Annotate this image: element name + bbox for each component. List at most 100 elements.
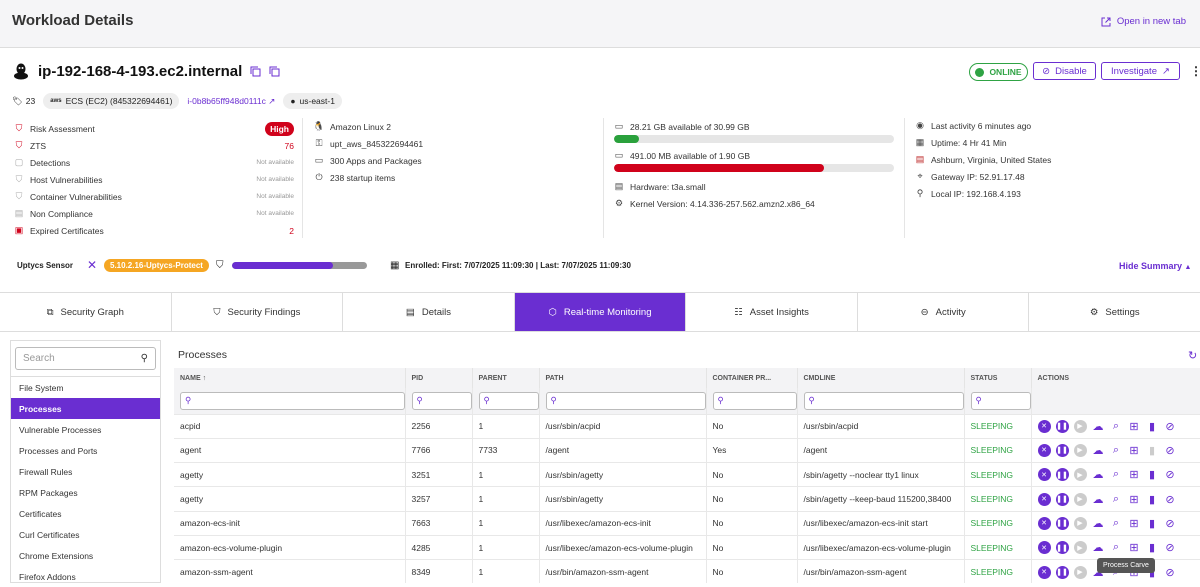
block-icon[interactable]: ⊘ (1165, 469, 1175, 482)
inspect-icon[interactable]: ⌕ (1112, 468, 1120, 481)
kill-process-icon[interactable]: ✕ (1037, 565, 1051, 579)
sidebar-item-curl-certificates[interactable]: Curl Certificates (19, 529, 80, 540)
inspect-icon[interactable]: ⌕ (1112, 492, 1120, 505)
open-new-tab-link[interactable]: Open in new tab (1101, 16, 1186, 27)
column-header-cmdline[interactable]: CMDLINE (797, 368, 965, 388)
investigate-button[interactable]: Investigate ↗ (1101, 62, 1180, 80)
process-carve-icon[interactable]: ☁ (1092, 469, 1104, 482)
kill-process-icon[interactable]: ✕ (1037, 541, 1051, 555)
delete-icon[interactable]: ▮ (1148, 493, 1156, 506)
inspect-icon[interactable]: ⌕ (1112, 443, 1120, 456)
inspect-icon[interactable]: ⌕ (1112, 419, 1120, 432)
pause-process-icon[interactable]: ❚❚ (1055, 443, 1069, 457)
process-tree-icon[interactable]: ⊞ (1129, 469, 1139, 482)
sidebar-item-rpm-packages[interactable]: RPM Packages (19, 487, 78, 498)
column-header-path[interactable]: PATH (539, 368, 707, 388)
process-tree-icon[interactable]: ⊞ (1129, 493, 1139, 506)
table-row[interactable]: agent 7766 7733/agent Yes/agent SLEEPING ✕ ❚❚ ▶… (174, 437, 1200, 463)
column-header-parent[interactable]: PARENT (472, 368, 540, 388)
more-options-icon[interactable]: ⋮ (1190, 64, 1200, 78)
pause-process-icon[interactable]: ❚❚ (1055, 541, 1069, 555)
block-icon[interactable]: ⊘ (1165, 444, 1175, 457)
column-header-pid[interactable]: PID (405, 368, 473, 388)
path-filter-input[interactable]: ⚲ (545, 391, 705, 410)
tab-security-findings[interactable]: ⛉ Security Findings (172, 293, 344, 331)
resume-process-icon[interactable]: ▶ (1073, 516, 1087, 530)
inspect-icon[interactable]: ⌕ (1112, 516, 1120, 529)
resume-process-icon[interactable]: ▶ (1073, 419, 1087, 433)
pause-process-icon[interactable]: ❚❚ (1055, 492, 1069, 506)
delete-icon[interactable]: ▮ (1148, 444, 1156, 457)
tab-activity[interactable]: ⊖ Activity (858, 293, 1030, 331)
inspect-icon[interactable]: ⌕ (1112, 541, 1120, 554)
table-row[interactable]: acpid 2256 1/usr/sbin/acpid No/usr/sbin/acp… (174, 413, 1200, 439)
resume-process-icon[interactable]: ▶ (1073, 492, 1087, 506)
instance-link[interactable]: i-0b8b65ff948d0111c ↗ (187, 96, 275, 107)
resume-process-icon[interactable]: ▶ (1073, 541, 1087, 555)
process-carve-icon[interactable]: ☁ (1092, 542, 1104, 555)
certificates-row[interactable]: ▣ Expired Certificates 2 (14, 222, 294, 239)
process-carve-icon[interactable]: ☁ (1092, 493, 1104, 506)
resume-process-icon[interactable]: ▶ (1073, 443, 1087, 457)
kill-process-icon[interactable]: ✕ (1037, 516, 1051, 530)
column-header-status[interactable]: STATUS (964, 368, 1032, 388)
zts-row[interactable]: ⛉ ZTS 76 (14, 137, 294, 154)
block-icon[interactable]: ⊘ (1165, 542, 1175, 555)
sidebar-item-vulnerable-processes[interactable]: Vulnerable Processes (19, 424, 102, 435)
block-icon[interactable]: ⊘ (1165, 517, 1175, 530)
startup-row[interactable]: ⏻ 238 startup items (314, 169, 594, 186)
resume-process-icon[interactable]: ▶ (1073, 565, 1087, 579)
tab-security-graph[interactable]: ⧉ Security Graph (0, 293, 172, 331)
sidebar-item-processes-and-ports[interactable]: Processes and Ports (19, 445, 98, 456)
kill-process-icon[interactable]: ✕ (1037, 443, 1051, 457)
pause-process-icon[interactable]: ❚❚ (1055, 468, 1069, 482)
sidebar-item-firefox-addons[interactable]: Firefox Addons (19, 571, 76, 582)
process-carve-icon[interactable]: ☁ (1092, 517, 1104, 530)
delete-icon[interactable]: ▮ (1148, 517, 1156, 530)
tab-settings[interactable]: ⚙ Settings (1029, 293, 1200, 331)
process-tree-icon[interactable]: ⊞ (1129, 517, 1139, 530)
process-tree-icon[interactable]: ⊞ (1129, 444, 1139, 457)
block-icon[interactable]: ⊘ (1165, 493, 1175, 506)
table-row[interactable]: amazon-ssm-agent 8349 1/usr/bin/amazon-ssm… (174, 559, 1200, 583)
delete-icon[interactable]: ▮ (1148, 420, 1156, 433)
sidebar-item-firewall-rules[interactable]: Firewall Rules (19, 466, 73, 477)
table-row[interactable]: amazon-ecs-volume-plugin 4285 1/usr/libexe… (174, 534, 1200, 560)
risk-row[interactable]: ⛉ Risk Assessment High (14, 120, 294, 137)
sidebar-item-certificates[interactable]: Certificates (19, 508, 62, 519)
tag-count[interactable]: 🏷 23 (12, 96, 35, 107)
block-icon[interactable]: ⊘ (1165, 420, 1175, 433)
delete-icon[interactable]: ▮ (1148, 469, 1156, 482)
tab-real-time-monitoring[interactable]: ⬡ Real-time Monitoring (514, 293, 687, 331)
sidebar-item-processes[interactable]: Processes (11, 398, 160, 419)
status-filter-input[interactable]: ⚲ (970, 391, 1030, 410)
sidebar-item-chrome-extensions[interactable]: Chrome Extensions (19, 550, 94, 561)
kill-process-icon[interactable]: ✕ (1037, 419, 1051, 433)
tab-details[interactable]: ▤ Details (343, 293, 515, 331)
name-filter-input[interactable]: ⚲ (180, 391, 404, 410)
resume-process-icon[interactable]: ▶ (1073, 468, 1087, 482)
tab-asset-insights[interactable]: ☷ Asset Insights (686, 293, 858, 331)
block-icon[interactable]: ⊘ (1165, 566, 1175, 579)
hide-summary-link[interactable]: Hide Summary ▲ (1119, 261, 1191, 271)
copy-icon[interactable] (269, 66, 280, 77)
kill-process-icon[interactable]: ✕ (1037, 492, 1051, 506)
column-header-name[interactable]: NAME ↑ (174, 368, 406, 388)
process-carve-icon[interactable]: ☁ (1092, 444, 1104, 457)
pause-process-icon[interactable]: ❚❚ (1055, 419, 1069, 433)
delete-icon[interactable]: ▮ (1148, 542, 1156, 555)
sidebar-item-file-system[interactable]: File System (19, 382, 64, 393)
refresh-icon[interactable]: ↻ (1188, 350, 1198, 362)
table-row[interactable]: agetty 3257 1/usr/sbin/agetty No/sbin/agett… (174, 486, 1200, 512)
pause-process-icon[interactable]: ❚❚ (1055, 516, 1069, 530)
table-row[interactable]: agetty 3251 1/usr/sbin/agetty No/sbin/agett… (174, 462, 1200, 487)
apps-row[interactable]: ▭ 300 Apps and Packages (314, 152, 594, 169)
copy-icon[interactable] (250, 66, 261, 77)
process-tree-icon[interactable]: ⊞ (1129, 542, 1139, 555)
parent-filter-input[interactable]: ⚲ (478, 391, 538, 410)
cmdline-filter-input[interactable]: ⚲ (803, 391, 963, 410)
column-header-container[interactable]: CONTAINER PR... (706, 368, 798, 388)
kill-process-icon[interactable]: ✕ (1037, 468, 1051, 482)
container-filter-input[interactable]: ⚲ (712, 391, 796, 410)
disable-button[interactable]: ⊘ Disable (1033, 62, 1096, 80)
